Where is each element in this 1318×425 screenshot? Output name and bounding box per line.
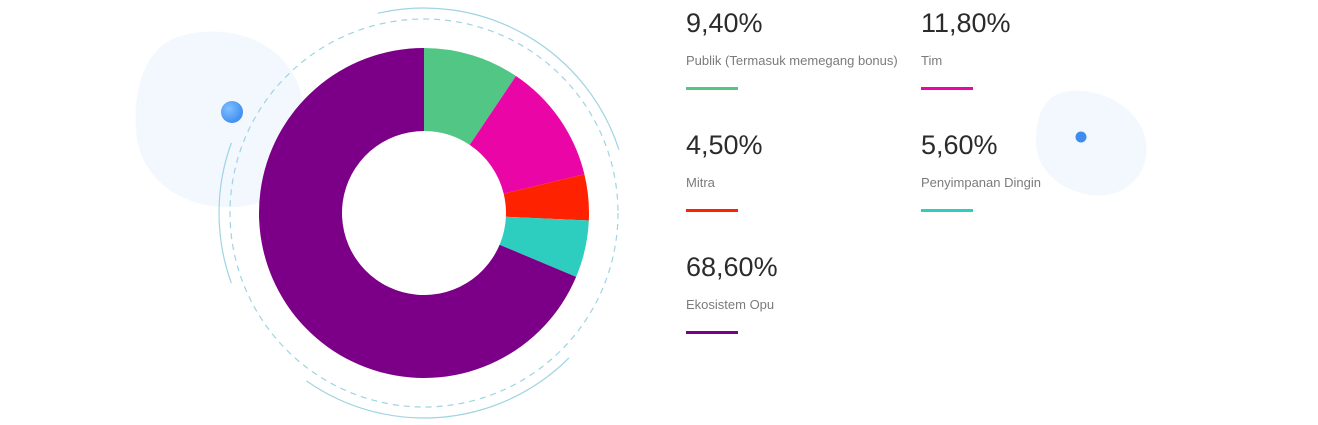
legend-item-tim: 11,80% Tim [921,8,1141,90]
legend-swatch [921,209,973,212]
dot-icon [1075,131,1087,143]
decorative-blob-left [135,31,306,208]
legend-label: Tim [921,53,943,68]
donut-slice-4 [259,48,577,378]
legend-item-ekosistem-opu: 68,60% Ekosistem Opu [686,252,906,334]
slice-layer [259,48,589,378]
decorative-blob-right [1035,90,1147,196]
legend-label: Penyimpanan Dingin [921,175,1041,190]
donut-chart-svg [135,7,620,419]
ring-arc-solid [306,357,570,419]
legend-swatch [686,331,738,334]
donut-slice-3 [499,216,589,277]
legend-value: 9,40% [686,8,763,38]
legend-value: 68,60% [686,252,778,282]
legend-label: Publik (Termasuk memegang bonus) [686,53,898,68]
legend-swatch [921,87,973,90]
legend-item-mitra: 4,50% Mitra [686,130,906,212]
donut-chart [135,7,620,419]
legend-item-penyimpanan-dingin: 5,60% Penyimpanan Dingin [921,130,1141,212]
donut-slice-0 [424,48,516,145]
legend-label: Ekosistem Opu [686,297,775,312]
legend-swatch [686,209,738,212]
legend-value: 4,50% [686,130,763,160]
dot-icon [221,101,243,123]
legend-label: Mitra [686,175,715,190]
ring-dashed [229,18,619,408]
donut-slice-2 [503,174,589,221]
ring-arc-solid [218,142,232,284]
decoration-layer [135,7,620,419]
legend: 9,40% Publik (Termasuk memegang bonus) 1… [686,0,1156,425]
donut-slice-1 [469,76,585,194]
legend-swatch [686,87,738,90]
ring-arc-solid [377,7,620,150]
legend-item-publik: 9,40% Publik (Termasuk memegang bonus) [686,8,906,90]
legend-value: 5,60% [921,130,998,160]
legend-value: 11,80% [921,8,1011,38]
